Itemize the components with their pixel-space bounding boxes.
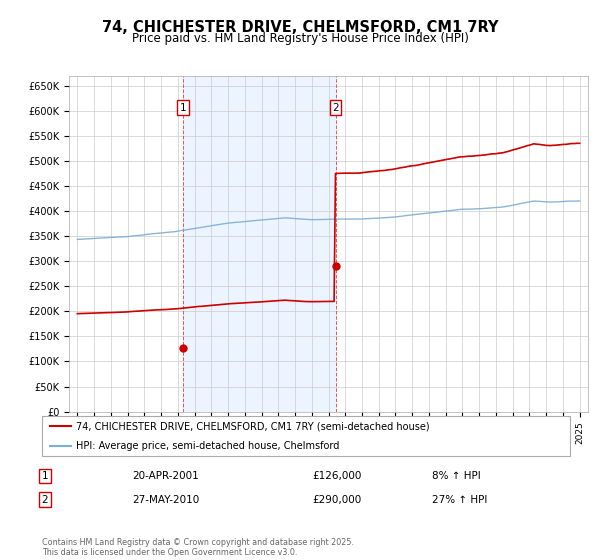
Text: 74, CHICHESTER DRIVE, CHELMSFORD, CM1 7RY: 74, CHICHESTER DRIVE, CHELMSFORD, CM1 7R…	[102, 20, 498, 35]
Text: 27-MAY-2010: 27-MAY-2010	[132, 494, 199, 505]
Text: 2: 2	[41, 494, 49, 505]
Text: 27% ↑ HPI: 27% ↑ HPI	[432, 494, 487, 505]
FancyBboxPatch shape	[42, 416, 570, 456]
Text: Price paid vs. HM Land Registry's House Price Index (HPI): Price paid vs. HM Land Registry's House …	[131, 32, 469, 45]
Text: Contains HM Land Registry data © Crown copyright and database right 2025.
This d: Contains HM Land Registry data © Crown c…	[42, 538, 354, 557]
Text: 20-APR-2001: 20-APR-2001	[132, 471, 199, 481]
Text: 74, CHICHESTER DRIVE, CHELMSFORD, CM1 7RY (semi-detached house): 74, CHICHESTER DRIVE, CHELMSFORD, CM1 7R…	[76, 421, 430, 431]
Text: £290,000: £290,000	[312, 494, 361, 505]
Text: 1: 1	[41, 471, 49, 481]
Text: 8% ↑ HPI: 8% ↑ HPI	[432, 471, 481, 481]
Text: 1: 1	[179, 102, 186, 113]
Text: £126,000: £126,000	[312, 471, 361, 481]
Text: 2: 2	[332, 102, 339, 113]
Bar	[183, 76, 335, 412]
Text: HPI: Average price, semi-detached house, Chelmsford: HPI: Average price, semi-detached house,…	[76, 441, 340, 450]
